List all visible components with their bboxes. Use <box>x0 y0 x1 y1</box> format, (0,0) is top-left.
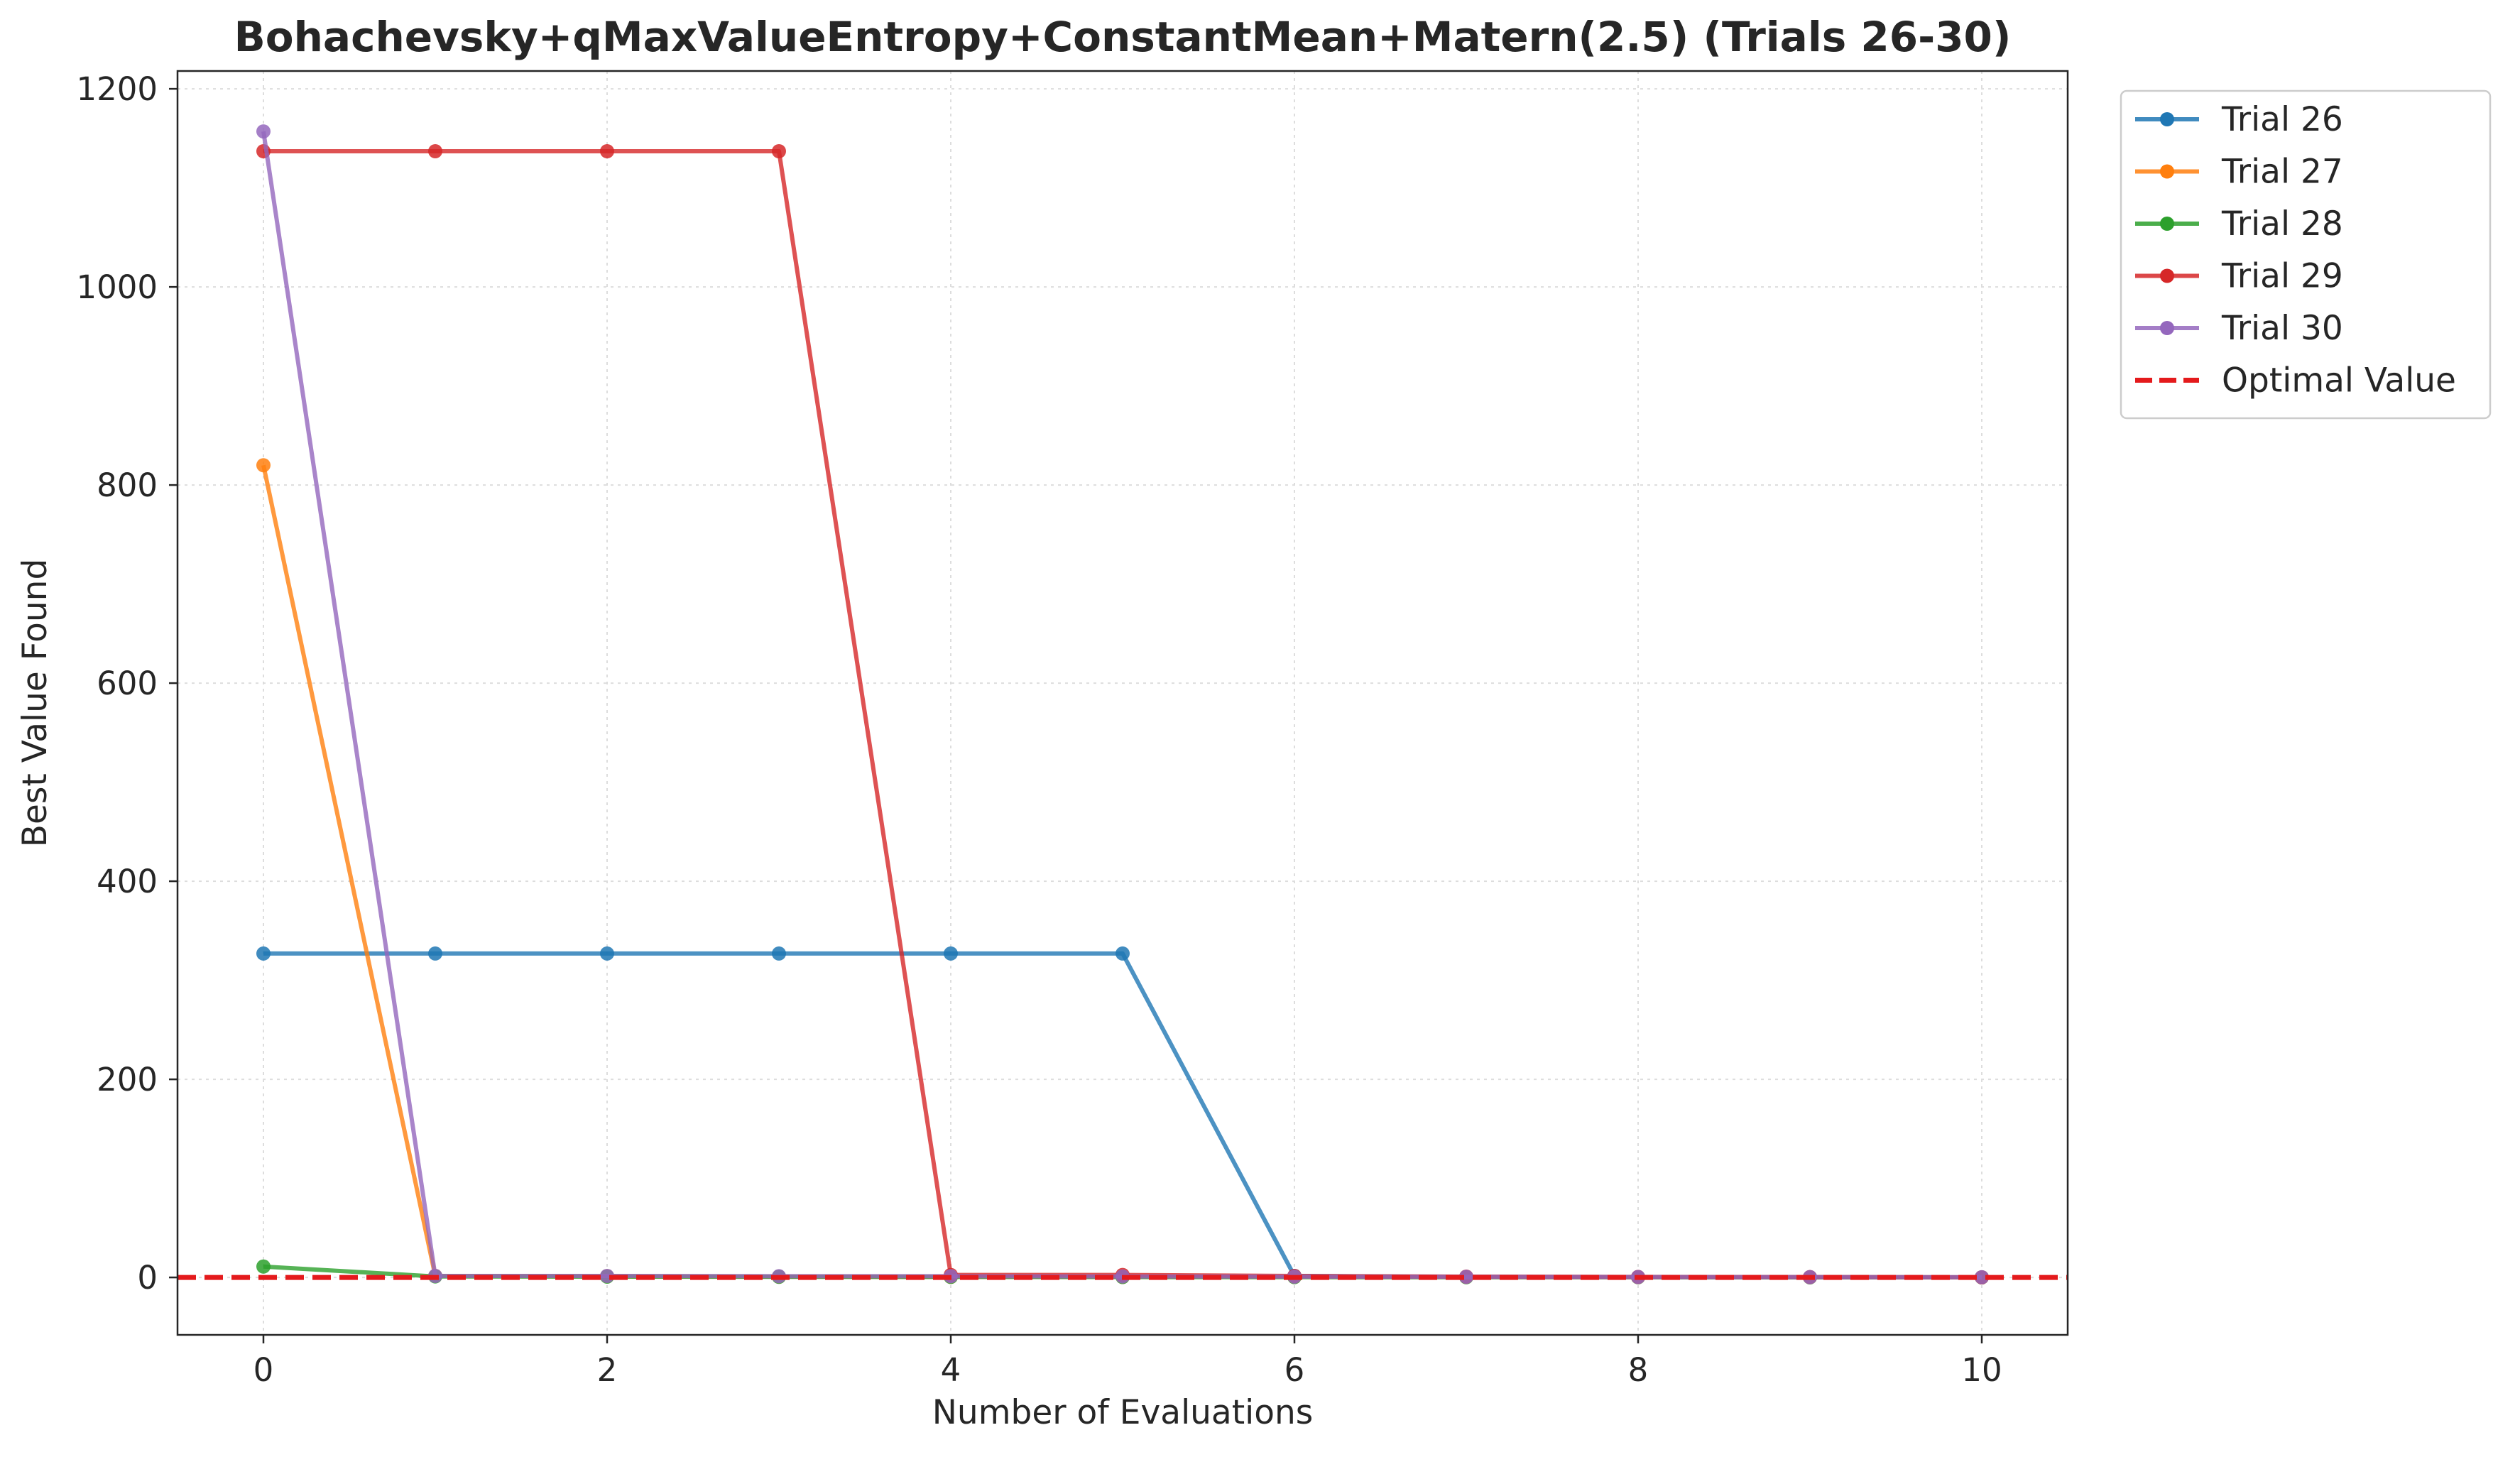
legend-item: Trial 28 <box>2135 204 2343 244</box>
legend-label: Trial 29 <box>2221 257 2343 296</box>
legend-marker <box>2160 321 2174 335</box>
y-tick-label: 200 <box>97 1061 158 1098</box>
grid <box>178 71 2068 1335</box>
legend-marker <box>2160 164 2174 179</box>
data-point <box>256 1259 271 1274</box>
data-point <box>256 124 271 139</box>
data-point <box>600 946 614 961</box>
legend-marker <box>2160 268 2174 283</box>
data-point <box>256 946 271 961</box>
legend-item: Trial 30 <box>2135 309 2343 348</box>
x-tick-label: 6 <box>1284 1351 1305 1389</box>
legend-label: Trial 28 <box>2221 204 2343 244</box>
legend-marker <box>2160 112 2174 126</box>
ticks: 0 2 4 6 8 10 0 200 400 600 800 1000 1200 <box>76 70 2002 1389</box>
y-tick-label: 0 <box>137 1259 158 1297</box>
data-point <box>772 143 786 158</box>
data-point <box>428 143 442 158</box>
x-tick-label: 2 <box>597 1351 618 1389</box>
legend-item: Trial 27 <box>2135 153 2343 192</box>
chart-title: Bohachevsky+qMaxValueEntropy+ConstantMea… <box>234 13 2012 61</box>
data-point <box>256 458 271 473</box>
legend-item: Trial 29 <box>2135 257 2343 296</box>
y-tick-label: 400 <box>97 863 158 900</box>
data-point <box>772 946 786 961</box>
legend: Trial 26 Trial 27 Trial 28 Trial 29 Trial 30… <box>2120 89 2492 420</box>
legend-item: Optimal Value <box>2135 361 2456 400</box>
axes-frame <box>176 70 2069 1336</box>
x-tick-label: 10 <box>1961 1351 2002 1389</box>
x-tick-label: 0 <box>253 1351 274 1389</box>
x-tick-label: 8 <box>1628 1351 1649 1389</box>
x-axis-label: Number of Evaluations <box>932 1393 1313 1432</box>
legend-label: Trial 30 <box>2221 309 2343 348</box>
data-point <box>1975 1270 1989 1284</box>
plot-area <box>178 124 2068 1284</box>
y-axis-label: Best Value Found <box>16 559 55 848</box>
y-tick-label: 800 <box>97 466 158 504</box>
x-tick-label: 4 <box>941 1351 961 1389</box>
legend-box <box>2120 89 2492 420</box>
data-point <box>1116 946 1130 961</box>
data-point <box>428 946 442 961</box>
data-point <box>944 946 958 961</box>
legend-label: Optimal Value <box>2222 361 2456 400</box>
legend-label: Trial 26 <box>2221 100 2343 139</box>
legend-label: Trial 27 <box>2221 153 2343 192</box>
y-tick-label: 1000 <box>76 268 158 306</box>
legend-item: Trial 26 <box>2135 100 2343 139</box>
y-tick-label: 1200 <box>76 70 158 108</box>
y-tick-label: 600 <box>97 665 158 702</box>
legend-marker <box>2160 217 2174 231</box>
data-point <box>600 143 614 158</box>
data-point <box>1459 1270 1473 1284</box>
